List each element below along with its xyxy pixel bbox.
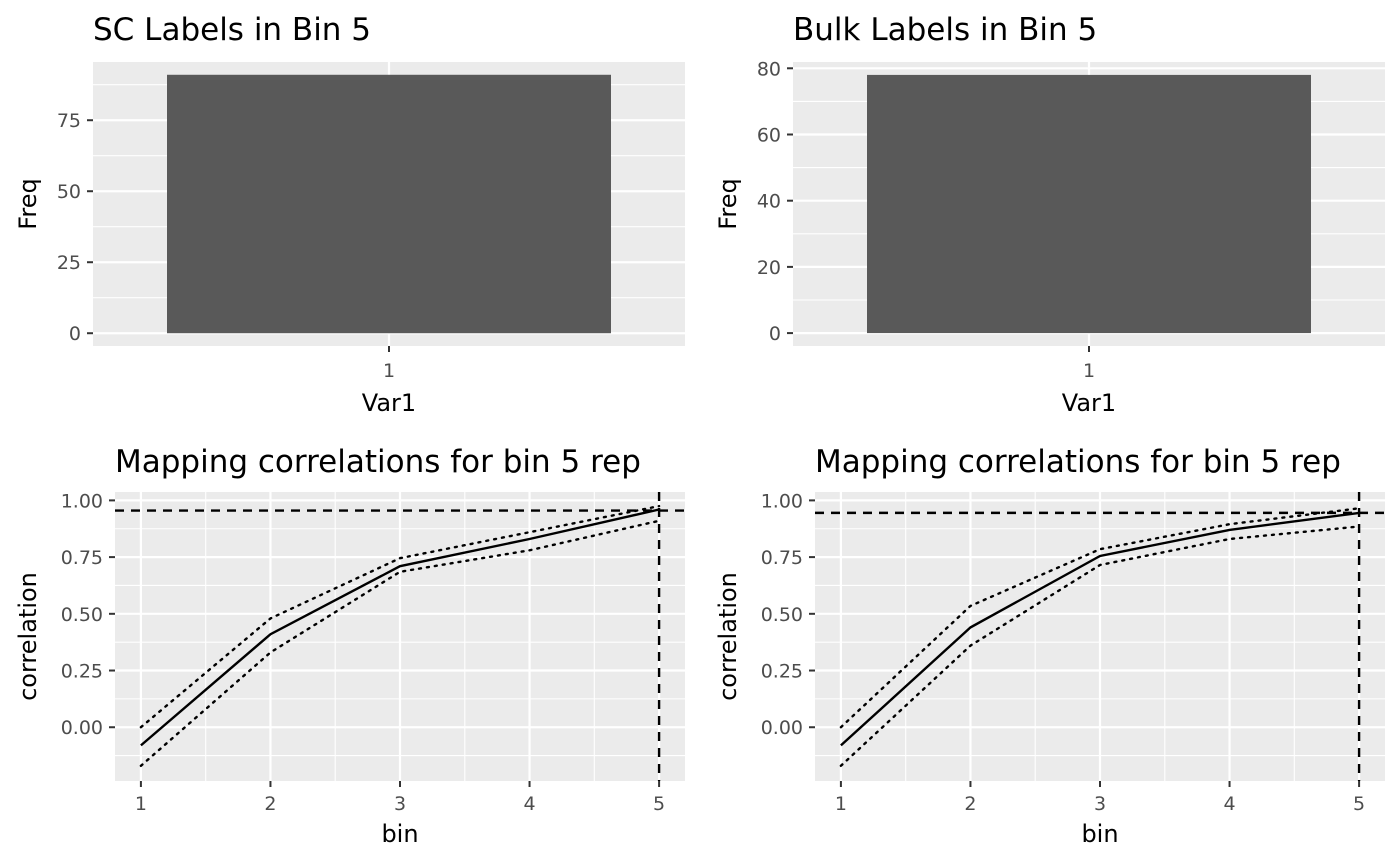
y-tick-label: 80 xyxy=(757,58,781,80)
x-axis-title: bin xyxy=(1081,820,1118,848)
series-line-bound-2 xyxy=(139,519,661,767)
x-axis-title: Var1 xyxy=(362,389,416,417)
x-tick-label: 1 xyxy=(835,793,847,815)
y-tick-label: 0.75 xyxy=(761,547,803,569)
chart-panel-4: Mapping correlations for bin 5 rep 1 2 3 4 5 0… xyxy=(714,444,1385,848)
y-axis-title: Freq xyxy=(714,178,742,229)
y-tick-label: 60 xyxy=(757,124,781,146)
y-tick-label: 0.25 xyxy=(61,661,103,683)
bar-1 xyxy=(167,74,611,334)
y-tick-label: 0 xyxy=(69,323,81,345)
series-line-main xyxy=(840,511,1360,747)
x-tick-label: 5 xyxy=(653,793,665,815)
series-line-bound-1 xyxy=(839,507,1361,729)
chart-panel-3: Mapping correlations for bin 5 rep 1 2 3 4 5 0… xyxy=(14,444,685,848)
y-axis-title: correlation xyxy=(714,572,742,701)
series-line-bound-1 xyxy=(139,504,661,729)
y-tick-label: 50 xyxy=(57,181,81,203)
y-tick-label: 0.50 xyxy=(61,604,103,626)
y-tick-label: 0.75 xyxy=(61,547,103,569)
x-tick-label: 5 xyxy=(1353,793,1365,815)
y-tick-label: 20 xyxy=(757,257,781,279)
x-tick-label: 4 xyxy=(523,793,535,815)
chart-title: Bulk Labels in Bin 5 xyxy=(793,12,1097,48)
x-tick-label: 1 xyxy=(383,360,395,382)
x-tick-label: 3 xyxy=(1094,793,1106,815)
x-tick-label: 1 xyxy=(1083,360,1095,382)
y-tick-label: 1.00 xyxy=(61,490,103,512)
chart-panel-2: Bulk Labels in Bin 5 1 0 20 40 60 80 Var1 Freq xyxy=(714,12,1385,417)
y-tick-label: 0 xyxy=(769,323,781,345)
series-line-main xyxy=(140,508,660,747)
y-tick-label: 0.50 xyxy=(761,604,803,626)
x-tick-label: 4 xyxy=(1223,793,1235,815)
x-tick-label: 2 xyxy=(964,793,976,815)
y-tick-label: 1.00 xyxy=(761,490,803,512)
y-tick-label: 0.00 xyxy=(61,717,103,739)
y-axis-title: correlation xyxy=(14,572,42,701)
chart-title: SC Labels in Bin 5 xyxy=(93,12,371,48)
chart-title: Mapping correlations for bin 5 rep xyxy=(115,444,641,480)
y-tick-label: 25 xyxy=(57,252,81,274)
bar-1 xyxy=(867,74,1311,334)
y-tick-label: 0.25 xyxy=(761,661,803,683)
x-axis-title: Var1 xyxy=(1062,389,1116,417)
series-line-bound-2 xyxy=(839,525,1361,767)
y-tick-label: 40 xyxy=(757,191,781,213)
x-axis-title: bin xyxy=(381,820,418,848)
x-tick-label: 3 xyxy=(394,793,406,815)
x-tick-label: 1 xyxy=(135,793,147,815)
y-tick-label: 0.00 xyxy=(761,717,803,739)
y-axis-title: Freq xyxy=(14,178,42,229)
chart-panel-1: SC Labels in Bin 5 1 0 25 50 75 Var1 Freq xyxy=(14,12,685,417)
y-tick-label: 75 xyxy=(57,110,81,132)
x-tick-label: 2 xyxy=(264,793,276,815)
chart-title: Mapping correlations for bin 5 rep xyxy=(815,444,1341,480)
